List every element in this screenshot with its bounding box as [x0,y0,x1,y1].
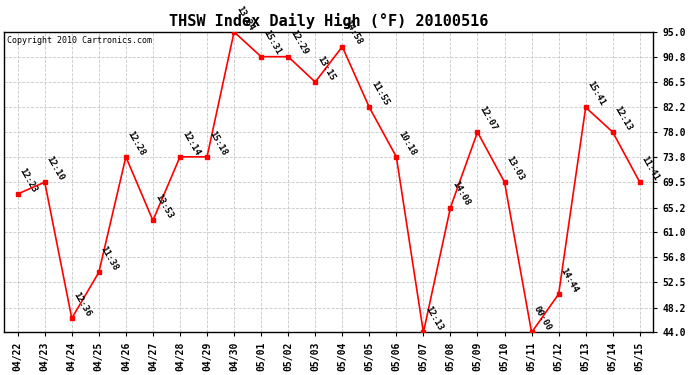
Text: 12:36: 12:36 [72,291,93,318]
Text: 14:08: 14:08 [451,180,472,207]
Text: 11:38: 11:38 [99,244,120,272]
Text: 12:29: 12:29 [288,29,309,57]
Text: 11:41: 11:41 [640,154,661,182]
Text: 12:13: 12:13 [424,304,444,332]
Text: 00:00: 00:00 [531,304,553,332]
Title: THSW Index Daily High (°F) 20100516: THSW Index Daily High (°F) 20100516 [169,13,489,29]
Text: 14:58: 14:58 [342,19,364,46]
Text: 15:31: 15:31 [261,29,282,57]
Text: 11:55: 11:55 [369,80,391,107]
Text: 15:41: 15:41 [586,80,607,107]
Text: 12:07: 12:07 [477,104,499,132]
Text: 13:53: 13:53 [153,193,174,220]
Text: 15:18: 15:18 [207,129,228,157]
Text: 12:13: 12:13 [613,104,634,132]
Text: 13:15: 13:15 [315,54,337,82]
Text: 12:28: 12:28 [126,129,147,157]
Text: 14:44: 14:44 [559,266,580,294]
Text: 12:10: 12:10 [45,154,66,182]
Text: Copyright 2010 Cartronics.com: Copyright 2010 Cartronics.com [8,36,152,45]
Text: 13:03: 13:03 [504,154,526,182]
Text: 12:23: 12:23 [18,166,39,194]
Text: 10:18: 10:18 [396,129,417,157]
Text: 13:24: 13:24 [234,4,255,32]
Text: 12:14: 12:14 [180,129,201,157]
